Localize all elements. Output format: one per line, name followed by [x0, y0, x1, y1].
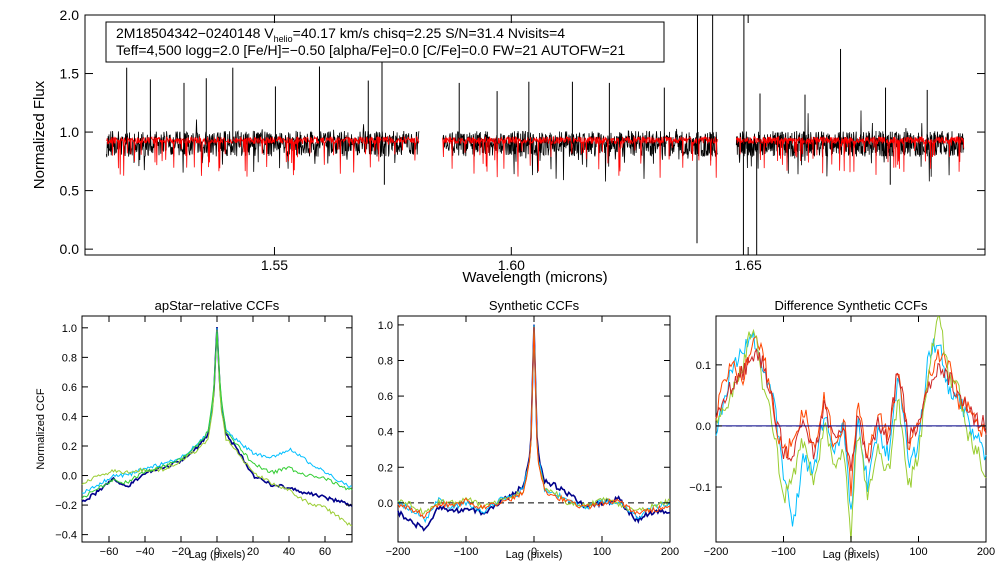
ccf1-xtick-label: 40: [283, 546, 295, 558]
spectrum-model-chip-3: [735, 135, 965, 175]
ccf1-ytick-label: 0.4: [62, 411, 77, 423]
ccf2-xtick-label: −100: [454, 546, 479, 558]
spectrum-xtick-label: 1.55: [261, 257, 288, 273]
ccf3-xtick-label: 0: [848, 546, 854, 558]
spectrum-model-chip-2: [442, 135, 718, 178]
spectrum-lines: [105, 15, 965, 255]
ccf2-ytick-label: 0.4: [378, 427, 393, 439]
ccf2-series-visit4: [397, 327, 671, 519]
spectrum-plot-frame: [84, 14, 986, 256]
apstar-ccf-panel: −60 −40 −20 0 20 40 60 −0.4 −0.2 0.0 0.2 0.4 0.6 0.8 1…: [35, 298, 353, 561]
apstar-title: apStar−relative CCFs: [155, 298, 280, 313]
ccf2-ytick-label: 1.0: [378, 320, 393, 332]
ccf1-ytick-label: −0.2: [55, 500, 77, 512]
ccf2-ytick-label: 0.2: [378, 462, 393, 474]
ccf1-xtick-label: −60: [100, 546, 119, 558]
synthetic-title: Synthetic CCFs: [489, 298, 580, 313]
ccf3-xtick-label: 200: [977, 546, 995, 558]
apstar-lines: [81, 326, 353, 527]
spectrum-observed-chip-2: [442, 128, 718, 182]
ccf1-series-visit4: [81, 331, 353, 500]
ccf1-xtick-label: 20: [247, 546, 259, 558]
ccf1-series-visit2: [81, 328, 353, 494]
info-line-1: 2M18504342−0240148 Vhelio=40.17 km/s chi…: [116, 25, 565, 44]
ccf1-ytick-label: −0.4: [55, 530, 77, 542]
spectrum-ytick-label: 2.0: [60, 7, 80, 23]
spectrum-ytick-label: 0.0: [60, 241, 80, 257]
ccf1-ytick-label: 0.8: [62, 352, 77, 364]
ccf3-series-visit2: [715, 335, 987, 497]
apstar-ticks: −60 −40 −20 0 20 40 60 −0.4 −0.2 0.0 0.2 0.4 0.6 0.8 1…: [55, 316, 352, 558]
ccf3-ytick-label: 0.0: [696, 421, 711, 433]
spectrum-model-chip-1: [106, 135, 420, 177]
ccf2-xtick-label: 200: [661, 546, 679, 558]
ccf1-ytick-label: 1.0: [62, 323, 77, 335]
synthetic-ticks: −200 −100 0 100 200 0.0 0.2 0.4 0.6 0.8 1.0: [378, 316, 679, 558]
ccf3-series-visit4: [715, 347, 987, 472]
ccf2-xtick-label: 0: [531, 546, 537, 558]
ccf3-ytick-label: −0.1: [689, 482, 711, 494]
difference-lines: [715, 316, 987, 543]
ccf3-xtick-label: −200: [704, 546, 729, 558]
synthetic-xlabel: Lag (pixels): [506, 549, 563, 561]
spectrum-xtick-label: 1.65: [735, 257, 762, 273]
spectrum-ytick-label: 0.5: [60, 183, 80, 199]
spectrum-xlabel: Wavelength (microns): [462, 269, 607, 286]
ccf3-xtick-label: −100: [771, 546, 796, 558]
difference-title: Difference Synthetic CCFs: [775, 298, 928, 313]
info-box: [105, 21, 665, 63]
synthetic-lines: [397, 324, 671, 532]
ccf2-ytick-label: 0.6: [378, 391, 393, 403]
ccf3-xtick-label: 100: [909, 546, 927, 558]
ccf2-xtick-label: 100: [593, 546, 611, 558]
ccf1-xtick-label: −40: [136, 546, 155, 558]
ccf1-xtick-label: 0: [214, 546, 220, 558]
ccf2-xtick-label: −200: [386, 546, 411, 558]
difference-xlabel: Lag (pixels): [823, 549, 880, 561]
ccf3-ytick-label: 0.1: [696, 360, 711, 372]
ccf1-ytick-label: 0.2: [62, 441, 77, 453]
ccf1-series-visit3: [81, 329, 353, 527]
info-line-2: Teff=4,500 logg=2.0 [Fe/H]=−0.50 [alpha/…: [116, 42, 625, 58]
spectrum-xtick-label: 1.60: [498, 257, 525, 273]
ccf1-xtick-label: 60: [319, 546, 331, 558]
ccf2-series-visit1: [397, 324, 671, 532]
difference-ccf-panel: −200 −100 0 100 200 −0.1 0.0 0.1 Difference Syn…: [689, 298, 995, 561]
spectrum-ticks: 1.55 1.60 1.65 0.0 0.5 1.0 1.5 2.0: [60, 7, 985, 273]
ccf1-xtick-label: −20: [172, 546, 191, 558]
ccf1-ytick-label: 0.6: [62, 382, 77, 394]
synthetic-ccf-panel: −200 −100 0 100 200 0.0 0.2 0.4 0.6 0.8 1.0 Synthe…: [378, 298, 679, 561]
ccf1-series-visit1: [81, 326, 353, 507]
spectrum-ytick-label: 1.5: [60, 66, 80, 82]
apstar-plot-frame: [81, 315, 353, 543]
spectrum-ytick-label: 1.0: [60, 124, 80, 140]
ccf2-ytick-label: 0.0: [378, 498, 393, 510]
apstar-ylabel: Normalized CCF: [35, 388, 47, 470]
spectrum-ylabel: Normalized Flux: [31, 80, 48, 189]
spectrum-panel: 2M18504342−0240148 Vhelio=40.17 km/s chi…: [31, 7, 986, 286]
ccf1-ytick-label: 0.0: [62, 471, 77, 483]
ccf2-ytick-label: 0.8: [378, 355, 393, 367]
difference-ticks: −200 −100 0 100 200 −0.1 0.0 0.1: [689, 316, 995, 558]
apstar-xlabel: Lag (pixels): [189, 549, 246, 561]
